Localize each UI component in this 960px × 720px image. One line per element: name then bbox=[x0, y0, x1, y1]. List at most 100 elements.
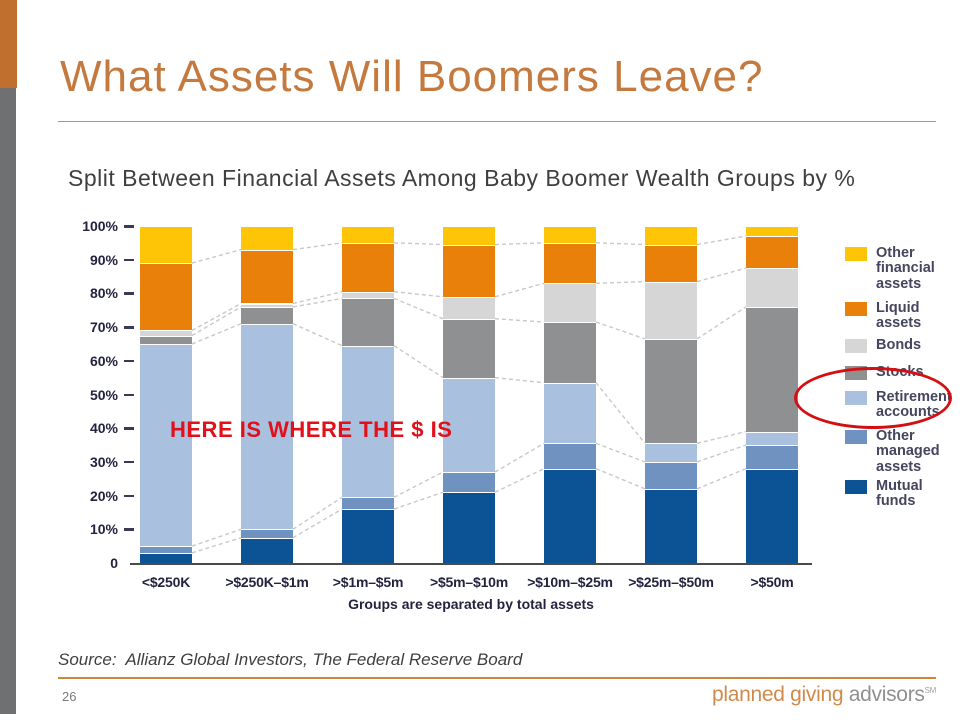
footer-divider bbox=[58, 677, 936, 679]
legend-label: Other managed assets bbox=[876, 428, 940, 475]
y-axis-tick-mark bbox=[124, 258, 134, 262]
y-axis-tick-mark bbox=[124, 427, 134, 430]
bar-segment-bonds bbox=[140, 330, 192, 336]
legend-item-other-managed-assets: Other managed assets bbox=[845, 428, 958, 475]
legend-swatch bbox=[845, 430, 867, 444]
bar-segment-stocks bbox=[342, 298, 394, 346]
bar-segment-retirement-accounts bbox=[443, 377, 495, 472]
bar-segment-stocks bbox=[645, 338, 697, 444]
bar-segment-bonds bbox=[544, 283, 596, 323]
bar-segment-mutual-funds bbox=[140, 552, 192, 563]
y-axis-tick-mark bbox=[124, 393, 134, 396]
y-axis-tick-mark bbox=[124, 326, 134, 329]
bar-segment-bonds bbox=[443, 296, 495, 319]
bar-segment-bonds bbox=[746, 268, 798, 307]
bar-segment-other-financial-assets bbox=[645, 226, 697, 245]
legend-item-other-financial-assets: Other financial assets bbox=[845, 245, 958, 292]
page-number: 26 bbox=[62, 689, 77, 704]
retirement-highlight-ellipse bbox=[794, 367, 952, 429]
bar-segment-mutual-funds bbox=[645, 488, 697, 563]
bar-segment-other-managed-assets bbox=[645, 461, 697, 489]
bar-segment-liquid-assets bbox=[544, 242, 596, 284]
bar-segment-stocks bbox=[544, 322, 596, 383]
y-axis-tick-label: 40% bbox=[89, 420, 118, 437]
x-category-label: >$5m–$10m bbox=[430, 574, 508, 590]
bar-segment-retirement-accounts bbox=[544, 382, 596, 444]
y-axis-tick-mark bbox=[124, 494, 134, 498]
legend-swatch bbox=[845, 302, 867, 316]
bar-segment-stocks bbox=[241, 306, 293, 324]
page-title: What Assets Will Boomers Leave? bbox=[60, 52, 764, 101]
bar-segment-other-managed-assets bbox=[342, 497, 394, 510]
y-axis-tick-mark bbox=[124, 528, 134, 531]
x-category-label: >$25m–$50m bbox=[628, 574, 714, 590]
source-label: Source: bbox=[58, 650, 117, 669]
bar-segment-retirement-accounts bbox=[342, 345, 394, 498]
left-accent-bar-orange bbox=[0, 0, 17, 88]
bar-segment-other-managed-assets bbox=[443, 472, 495, 493]
x-axis-line bbox=[130, 563, 812, 565]
legend-item-liquid-assets: Liquid assets bbox=[845, 300, 958, 332]
y-axis-tick-label: 50% bbox=[89, 386, 118, 403]
y-axis-tick-mark bbox=[124, 292, 134, 295]
legend-label: Liquid assets bbox=[876, 300, 922, 332]
bar-segment-liquid-assets bbox=[241, 249, 293, 304]
bar-segment-liquid-assets bbox=[140, 263, 192, 331]
x-category-label: >$50m bbox=[750, 574, 794, 590]
legend-label: Other financial assets bbox=[876, 245, 935, 292]
chart-title: Split Between Financial Assets Among Bab… bbox=[68, 165, 856, 191]
bar-segment-other-financial-assets bbox=[241, 226, 293, 250]
logo-planned-giving: planned giving bbox=[712, 683, 844, 706]
y-axis-tick-label: 70% bbox=[89, 319, 118, 336]
y-axis-tick-label: 60% bbox=[89, 352, 118, 369]
logo-advisors: advisors bbox=[843, 683, 925, 706]
source-text: Allianz Global Investors, The Federal Re… bbox=[125, 650, 523, 669]
bar-segment-liquid-assets bbox=[443, 244, 495, 297]
x-category-label: <$250K bbox=[141, 574, 191, 590]
bar-segment-other-managed-assets bbox=[544, 443, 596, 469]
y-axis-tick-label: 0 bbox=[110, 555, 118, 571]
bar-segment-other-financial-assets bbox=[443, 226, 495, 245]
bar-segment-liquid-assets bbox=[645, 244, 697, 282]
y-axis-tick-mark bbox=[124, 225, 134, 228]
y-axis-tick-label: 20% bbox=[89, 487, 118, 504]
x-category-label: >$250K–$1m bbox=[225, 574, 309, 590]
bar-segment-other-financial-assets bbox=[746, 226, 798, 237]
y-axis-tick-label: 80% bbox=[89, 285, 118, 302]
bar-segment-liquid-assets bbox=[746, 236, 798, 269]
logo-trademark: SM bbox=[924, 686, 937, 695]
x-category-label: >$10m–$25m bbox=[527, 574, 613, 590]
y-axis-tick-label: 90% bbox=[89, 251, 118, 268]
bar-segment-mutual-funds bbox=[241, 537, 293, 563]
bar-segment-stocks bbox=[140, 335, 192, 344]
left-accent-bar-gray bbox=[0, 88, 16, 714]
x-category-label: >$1m–$5m bbox=[332, 574, 404, 590]
footer-logo: planned giving advisorsSM bbox=[712, 683, 936, 707]
bar-segment-stocks bbox=[443, 318, 495, 378]
legend-label: Mutual funds bbox=[876, 478, 923, 510]
bar-segment-retirement-accounts bbox=[140, 343, 192, 547]
bar-segment-bonds bbox=[645, 281, 697, 339]
y-axis-tick-label: 30% bbox=[89, 453, 118, 470]
y-axis-tick-label: 100% bbox=[82, 218, 118, 234]
bar-segment-other-managed-assets bbox=[241, 529, 293, 538]
legend-label: Bonds bbox=[876, 337, 922, 353]
bar-segment-retirement-accounts bbox=[645, 443, 697, 462]
bar-segment-bonds bbox=[241, 303, 293, 307]
source-line: Source: Allianz Global Investors, The Fe… bbox=[58, 650, 522, 670]
legend-swatch bbox=[845, 339, 867, 353]
legend-item-bonds: Bonds bbox=[845, 337, 958, 353]
y-axis-tick-mark bbox=[124, 359, 134, 363]
bar-segment-mutual-funds bbox=[443, 492, 495, 563]
title-divider bbox=[58, 121, 936, 122]
legend-swatch bbox=[845, 247, 867, 261]
bar-segment-other-managed-assets bbox=[140, 546, 192, 553]
bar-segment-liquid-assets bbox=[342, 242, 394, 292]
bar-segment-other-managed-assets bbox=[746, 445, 798, 469]
bar-segment-stocks bbox=[746, 306, 798, 432]
bar-segment-mutual-funds bbox=[746, 468, 798, 563]
bar-segment-retirement-accounts bbox=[241, 323, 293, 530]
bar-segment-mutual-funds bbox=[342, 509, 394, 563]
legend-item-mutual-funds: Mutual funds bbox=[845, 478, 958, 510]
